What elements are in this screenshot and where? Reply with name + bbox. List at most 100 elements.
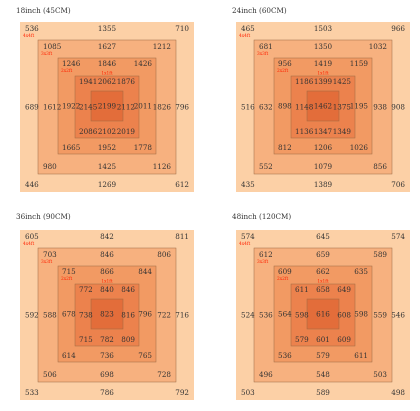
panel-title: 36inch (90CM) <box>16 212 71 221</box>
value-ring1-br: 792 <box>175 388 189 397</box>
value-ring3-tr: 635 <box>354 267 368 276</box>
value-ring4-tm: 658 <box>316 285 330 294</box>
value-ring4-tm: 2062 <box>98 77 116 86</box>
value-ring3-bm: 1952 <box>98 143 116 152</box>
value-ring3-tm: 1419 <box>314 59 333 68</box>
value-ring1-tl: 605 <box>25 232 39 241</box>
ring-size-tag-2: 3x3ft <box>257 260 268 265</box>
value-ring4-tr: 1425 <box>333 77 352 86</box>
value-ring3-tm: 1846 <box>98 59 117 68</box>
value-ring2-tr: 806 <box>157 250 171 259</box>
ring-size-tag-3: 2x2ft <box>61 277 72 282</box>
value-ring4-br: 609 <box>337 335 351 344</box>
ring-5-square <box>90 298 124 330</box>
value-ring2-bl: 980 <box>43 162 57 171</box>
value-ring1-bm: 589 <box>316 388 330 397</box>
panel-title: 18inch (45CM) <box>16 6 71 15</box>
intensity-grid-48inch: 574 645 574 524 546 503 589 498 4x4ft 612 659 589 53… <box>236 230 410 400</box>
value-ring4-tm: 840 <box>100 285 114 294</box>
value-ring4-ml: 738 <box>79 311 93 320</box>
panel-18inch: 18inch (45CM) 536 1355 710 689 796 446 1269 612… <box>16 6 198 196</box>
value-ring1-bm: 1389 <box>314 180 333 189</box>
value-ring3-bl: 812 <box>278 143 292 152</box>
value-ring1-tm: 1355 <box>98 24 117 33</box>
value-ring2-tm: 659 <box>316 250 330 259</box>
value-ring4-bl: 2086 <box>79 127 98 136</box>
value-ring2-tm: 1350 <box>314 42 333 51</box>
value-ring2-br: 856 <box>373 162 387 171</box>
value-ring4-bl: 579 <box>295 335 309 344</box>
value-ring1-br: 498 <box>391 388 405 397</box>
value-ring2-tl: 703 <box>43 250 57 259</box>
value-ring2-bl: 496 <box>259 370 273 379</box>
center-value: 2199 <box>98 102 117 111</box>
value-ring2-br: 503 <box>373 370 387 379</box>
value-ring4-br: 2019 <box>117 127 136 136</box>
value-ring4-tr: 649 <box>337 285 351 294</box>
value-ring4-bm: 1347 <box>314 127 333 136</box>
value-ring4-tm: 1399 <box>314 77 333 86</box>
ring-size-tag-1: 4x4ft <box>239 242 250 247</box>
value-ring3-tr: 844 <box>138 267 152 276</box>
value-ring2-ml: 588 <box>43 311 57 320</box>
value-ring4-tl: 1186 <box>295 77 314 86</box>
value-ring4-ml: 1148 <box>295 103 314 112</box>
value-ring4-tl: 772 <box>79 285 93 294</box>
value-ring3-mr: 1195 <box>350 102 369 111</box>
ring-5-square <box>306 90 340 122</box>
value-ring1-tr: 966 <box>391 24 405 33</box>
center-value: 1462 <box>314 102 332 111</box>
value-ring3-tm: 866 <box>100 267 114 276</box>
value-ring1-bm: 1269 <box>98 180 117 189</box>
value-ring2-tm: 846 <box>100 250 114 259</box>
value-ring1-mr: 546 <box>391 311 405 320</box>
value-ring1-mr: 796 <box>175 103 189 112</box>
value-ring3-tl: 609 <box>278 267 292 276</box>
value-ring2-br: 728 <box>157 370 171 379</box>
value-ring1-br: 706 <box>391 180 405 189</box>
value-ring1-tr: 811 <box>175 232 189 241</box>
value-ring2-tl: 612 <box>259 250 273 259</box>
ring-size-tag-1: 4x4ft <box>23 34 34 39</box>
value-ring1-tr: 574 <box>391 232 405 241</box>
value-ring2-tr: 1032 <box>369 42 387 51</box>
ring-size-tag-3: 2x2ft <box>61 69 72 74</box>
value-ring2-bm: 1425 <box>98 162 117 171</box>
value-ring4-ml: 2145 <box>79 103 98 112</box>
value-ring4-tr: 846 <box>121 285 135 294</box>
panel-36inch: 36inch (90CM) 605 842 811 592 716 533 786 792 4x… <box>16 212 198 404</box>
value-ring4-br: 809 <box>121 335 135 344</box>
value-ring3-bm: 736 <box>100 351 114 360</box>
value-ring3-ml: 898 <box>278 102 292 111</box>
value-ring1-mr: 908 <box>391 103 405 112</box>
ring-5-square <box>90 90 124 122</box>
value-ring1-ml: 689 <box>25 103 39 112</box>
value-ring4-bl: 715 <box>79 335 93 344</box>
ring-size-tag-2: 3x3ft <box>41 260 52 265</box>
ring-5-square <box>306 298 340 330</box>
value-ring2-ml: 632 <box>259 103 273 112</box>
value-ring3-bm: 1206 <box>314 143 333 152</box>
value-ring1-tl: 536 <box>25 24 39 33</box>
ring-size-tag-4: 1x1ft <box>101 280 112 285</box>
ring-size-tag-4: 1x1ft <box>101 72 112 77</box>
value-ring3-mr: 2011 <box>134 102 152 111</box>
ring-size-tag-1: 4x4ft <box>239 34 250 39</box>
panel-48inch: 48inch (120CM) 574 645 574 524 546 503 589 498 4… <box>232 212 414 404</box>
value-ring2-tl: 1085 <box>43 42 62 51</box>
value-ring2-tm: 1627 <box>98 42 117 51</box>
value-ring3-ml: 564 <box>278 310 292 319</box>
ring-size-tag-1: 4x4ft <box>23 242 34 247</box>
value-ring2-ml: 536 <box>259 311 273 320</box>
value-ring1-bl: 503 <box>241 388 255 397</box>
value-ring1-ml: 524 <box>241 311 255 320</box>
value-ring2-bm: 698 <box>100 370 114 379</box>
value-ring1-bl: 446 <box>25 180 39 189</box>
value-ring3-bm: 579 <box>316 351 330 360</box>
ring-size-tag-3: 2x2ft <box>277 277 288 282</box>
value-ring4-ml: 598 <box>295 311 309 320</box>
value-ring3-tr: 1426 <box>134 59 153 68</box>
value-ring1-ml: 516 <box>241 103 255 112</box>
value-ring2-mr: 722 <box>157 311 171 320</box>
value-ring2-bm: 548 <box>316 370 330 379</box>
